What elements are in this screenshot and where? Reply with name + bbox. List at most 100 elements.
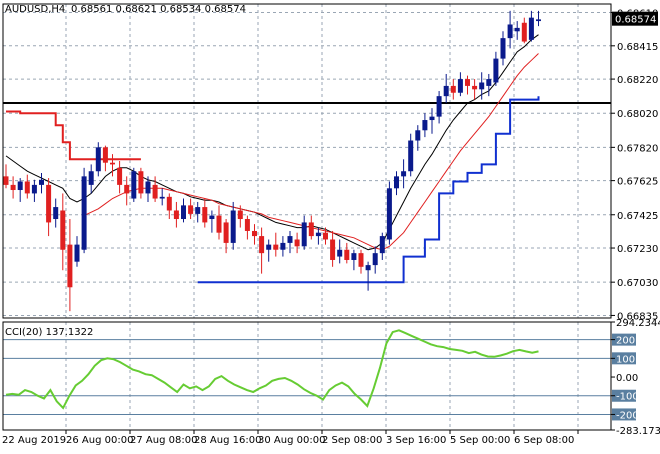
candle-bear [472,85,478,90]
candle-bull [394,176,399,189]
candle-bear [166,196,172,211]
y-tick-label: 0.67625 [617,177,658,188]
candle-bear [138,171,144,194]
stop-line-red [6,110,141,161]
candle-bull [31,184,37,194]
candle-bear [344,249,350,260]
y-tick-label: 0.68415 [617,42,658,53]
candle-bull [493,58,499,83]
candle-bear [117,167,123,185]
last-price-label: 0.68574 [615,15,656,26]
x-tick-label: 30 Aug 00:00 [258,435,325,446]
candle-bear [358,253,364,267]
candle-bull [536,19,541,22]
candle-bull [287,236,293,243]
last-price-box [612,11,658,26]
candle-bull [209,215,215,220]
y-tick-label: 0.67230 [617,244,658,255]
candle-bull [95,147,101,172]
candle-bull [429,116,435,121]
x-tick-label: 2 Sep 08:00 [322,435,382,446]
candle-bull [181,205,186,220]
y-tick-label: 0.68020 [617,109,658,120]
candle-bull [365,265,371,271]
candle-bull [486,79,492,86]
candle-bull [53,207,59,220]
candle-bull [39,179,44,185]
y-tick-label: 0.67425 [617,211,658,222]
candle-bear [24,181,30,194]
candle-bear [67,244,73,288]
candle-bull [266,244,272,250]
candle-bear [237,210,243,220]
y-tick-label: 0.66835 [617,311,658,322]
candle-bear [102,147,108,163]
candle-bull [195,207,201,214]
candle-bull [443,85,449,97]
candle-bull [401,171,407,177]
candle-bear [465,79,470,86]
candle-bear [110,162,115,165]
candle-bear [188,205,194,214]
candle-bull [457,79,463,93]
cci-tick-label: 100 [616,354,635,365]
y-tick-label: 0.68220 [617,75,658,86]
candle-bull [301,222,307,247]
stop-line-blue [197,96,540,284]
candle-bear [308,222,314,237]
candle-bear [152,184,158,199]
candle-bull [145,181,151,194]
candle-bull [159,196,165,199]
overlay-layer [3,34,611,284]
candle-bull [436,96,442,117]
candle-bear [521,22,527,42]
candle-bull [528,17,534,40]
candle-bull [74,244,80,262]
candle-bear [244,219,250,231]
x-tick-label: 26 Aug 00:00 [66,435,133,446]
cci-tick-label: 0.00 [616,373,638,384]
candle-bull [131,171,137,199]
candle-bull [315,232,321,237]
candle-bull [81,176,87,250]
candle-bull [337,249,343,257]
candle-bull [386,188,392,240]
candle-bear [273,244,279,250]
candle-bear [330,239,336,260]
y-tick-label: 0.67820 [617,143,658,154]
candle-bull [280,242,286,250]
candle-bear [223,222,229,243]
cci-layer [5,329,539,410]
candle-bull [230,210,236,243]
x-tick-label: 6 Sep 08:00 [514,435,574,446]
candles-layer [3,10,541,312]
cci-line [5,329,539,410]
candle-bear [259,236,265,254]
candle-bull [351,253,357,260]
text-layer: AUDUSD,H4 0.68561 0.68621 0.68534 0.6857… [5,4,246,338]
candle-bull [379,236,385,254]
cci-tick-label: 294.2344 [616,318,660,329]
candle-bear [60,210,66,250]
candle-bull [500,38,506,59]
main-panel-border [2,3,612,319]
candle-bear [124,184,130,194]
axes-layer: 0.686100.684150.682200.680200.678200.676… [2,3,660,446]
cci-panel-border [2,321,612,431]
x-tick-label: 27 Aug 08:00 [130,435,197,446]
y-tick-label: 0.67030 [617,278,658,289]
cci-level-badge [612,389,636,402]
symbol-label: AUDUSD,H4 [5,4,65,15]
candle-bear [216,215,222,233]
candle-bear [202,207,208,223]
candle-bull [514,27,520,32]
cci-tick-label: 200 [616,336,635,347]
x-tick-label: 28 Aug 16:00 [194,435,261,446]
candle-bear [323,232,328,240]
candle-bear [46,184,52,223]
candle-bull [479,82,485,90]
ohlc-label: 0.68561 0.68621 0.68534 0.68574 [71,4,246,15]
cci-level-badge [612,408,636,421]
candle-bear [450,85,456,93]
